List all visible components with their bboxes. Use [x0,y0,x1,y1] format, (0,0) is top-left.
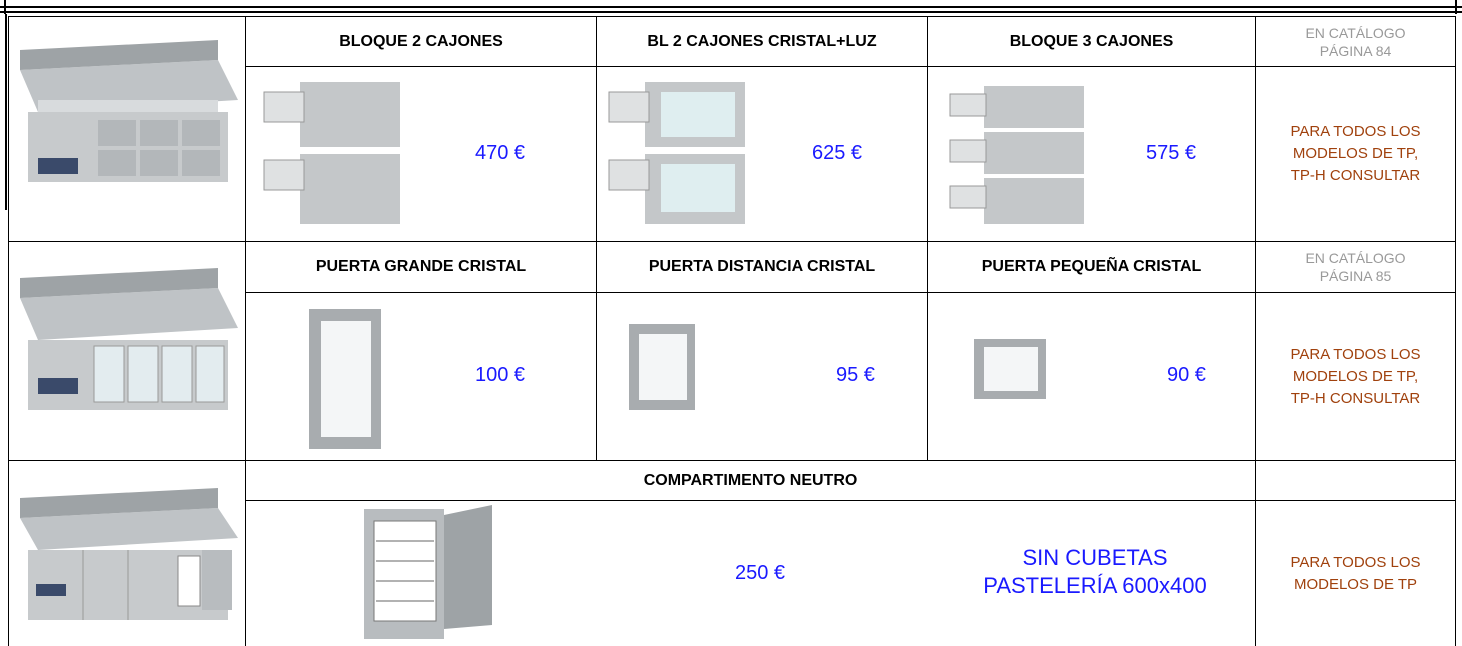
drawer-photo [263,82,400,224]
photo-cell [8,16,246,242]
compartment-photo [364,505,492,639]
note: PARA TODOS LOS MODELOS DE TP, TP-H CONSULT… [1255,292,1456,461]
note-line: PARA TODOS LOS [1290,123,1421,140]
counter-photo [20,40,238,182]
catalog-line: PÁGINA 85 [1319,268,1392,284]
note-line: TP-H CONSULTAR [1290,389,1421,407]
note-line: PARA TODOS LOS [1290,345,1421,363]
counter-photo [20,488,238,620]
column-header: PUERTA GRANDE CRISTAL [245,241,597,293]
rule [4,0,6,14]
column-header: BLOQUE 3 CAJONES [927,16,1256,67]
price: 625 € [812,141,863,164]
remark-line: PASTELERÍA 600x400 [983,572,1207,598]
catalog-ref: EN CATÁLOGO PÁGINA 84 [1255,16,1456,67]
catalog-line: EN CATÁLOGO [1305,250,1406,266]
column-header: BLOQUE 2 CAJONES [245,16,597,67]
rule [1455,0,1457,14]
price: 470 € [475,141,526,164]
price: 250 € [735,561,786,584]
price: 90 € [1167,364,1206,386]
catalog-ref [1255,460,1456,501]
note-line: MODELOS DE TP, [1292,367,1419,385]
door-photo [309,309,381,449]
column-header: PUERTA PEQUEÑA CRISTAL [927,241,1256,293]
price: 95 € [836,364,875,386]
rule [5,14,7,210]
column-header: COMPARTIMENTO NEUTRO [245,460,1256,501]
price: 100 € [475,364,526,386]
item-cell [245,292,597,461]
drawer-photo [608,82,745,224]
door-photo [974,339,1046,399]
note-line: MODELOS DE TP [1293,576,1418,593]
note: PARA TODOS LOS MODELOS DE TP, TP-H CONSULT… [1255,66,1456,242]
remark-line: SIN CUBETAS [1022,544,1168,570]
note-line: TP-H CONSULTAR [1290,167,1421,184]
price: 575 € [1146,141,1197,164]
catalog-line: EN CATÁLOGO [1305,24,1406,41]
top-rule [0,11,1462,13]
note-line: PARA TODOS LOS [1290,554,1421,571]
note-line: MODELOS DE TP, [1292,145,1419,162]
drawer-photo [949,86,1084,224]
counter-photo [20,268,238,410]
catalog-line: PÁGINA 84 [1319,42,1392,59]
column-header: BL 2 CAJONES CRISTAL+LUZ [596,16,928,67]
catalog-ref: EN CATÁLOGO PÁGINA 85 [1255,241,1456,293]
remark: SIN CUBETAS PASTELERÍA 600x400 [960,544,1230,600]
door-photo [629,324,695,410]
top-rule [0,6,1462,8]
column-header: PUERTA DISTANCIA CRISTAL [596,241,928,293]
note: PARA TODOS LOS MODELOS DE TP [1255,500,1456,646]
